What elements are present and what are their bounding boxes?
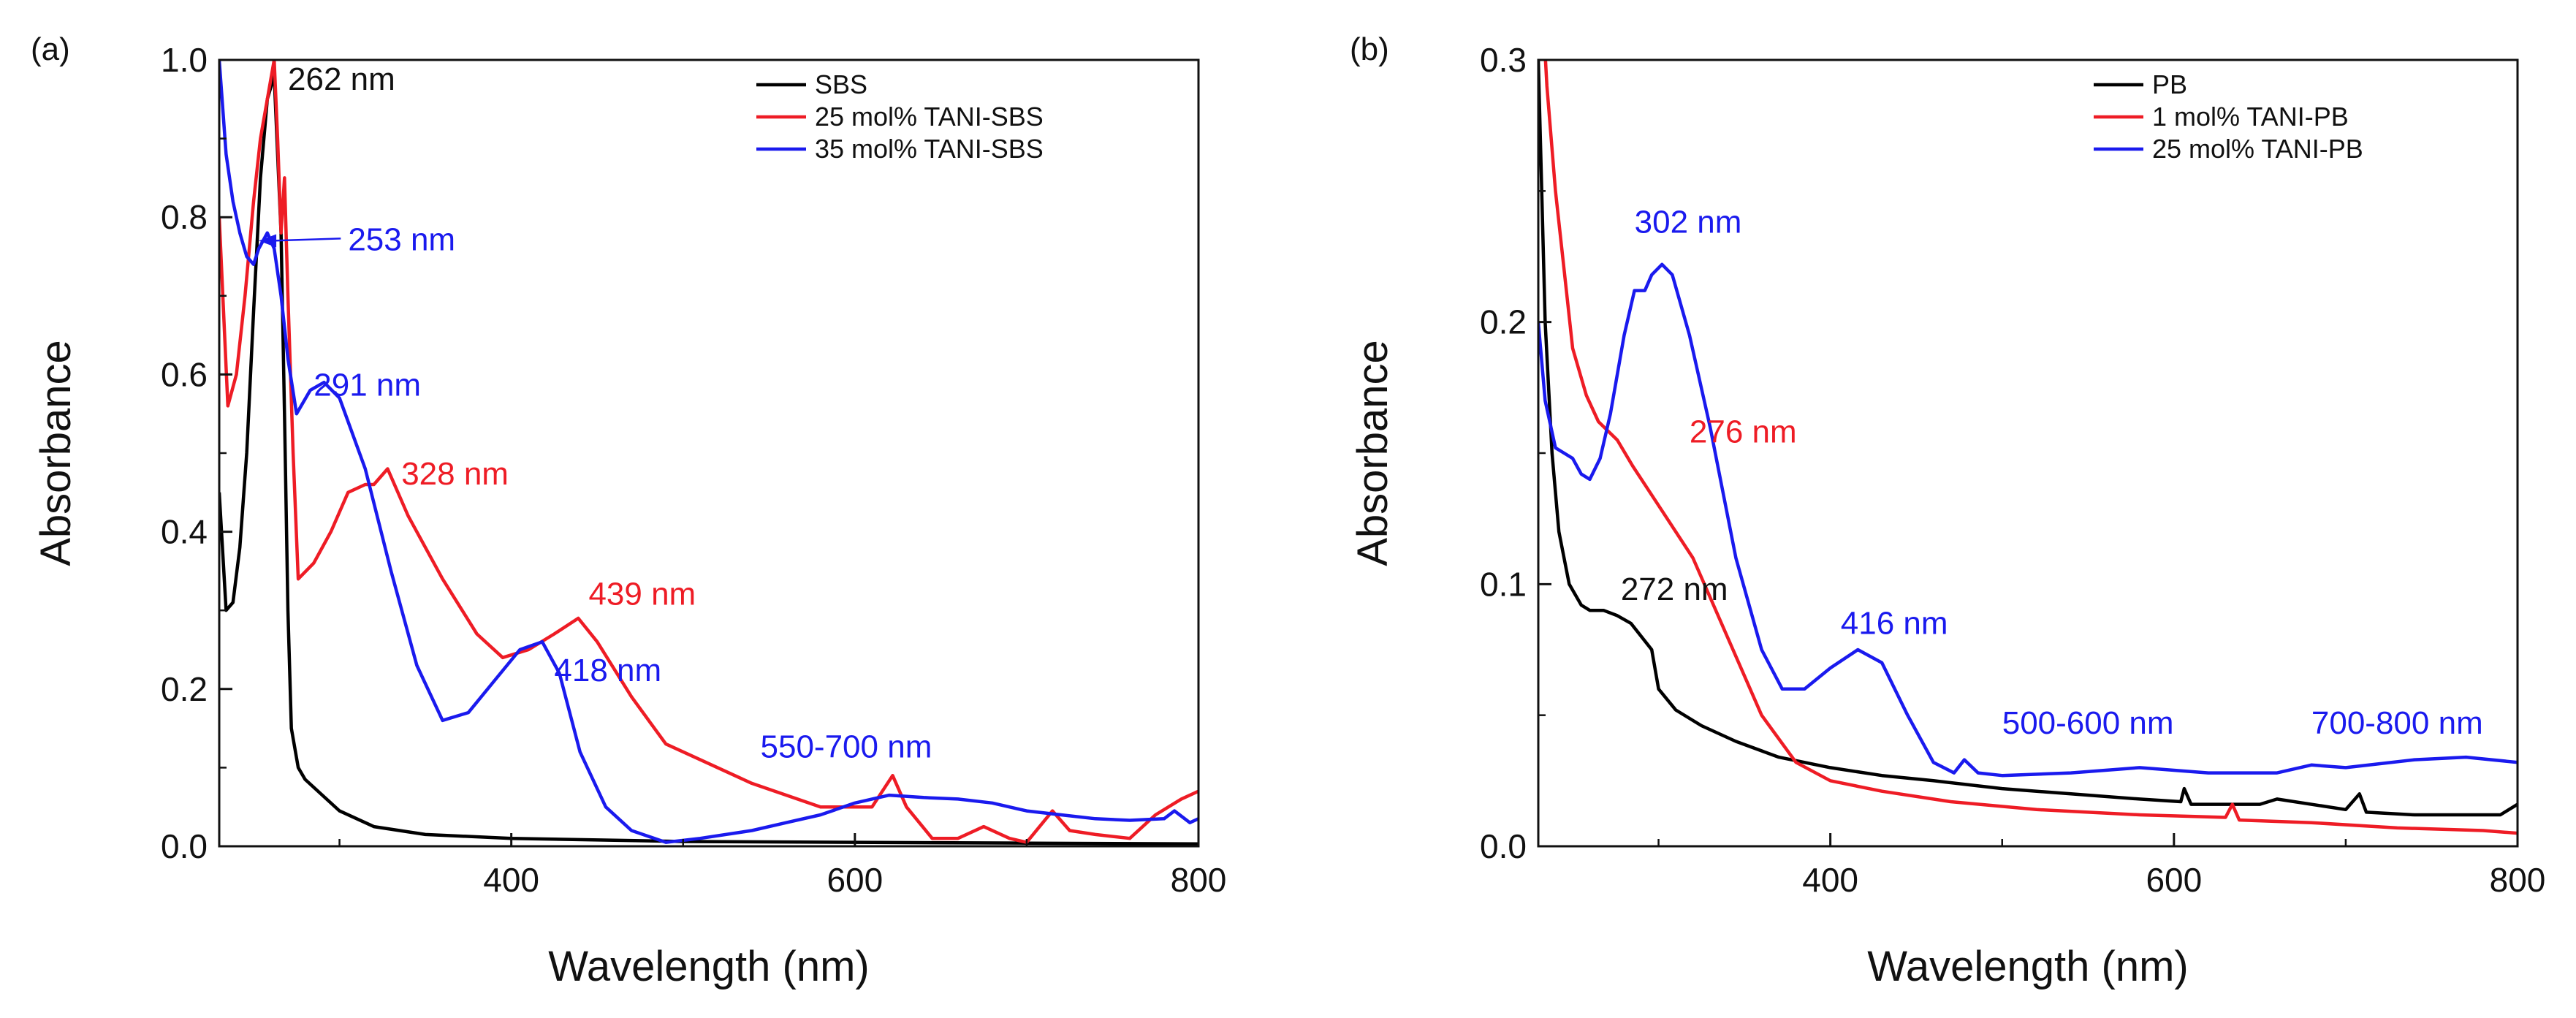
peak-annotation: 700-800 nm — [2311, 705, 2483, 741]
x-tick-label: 400 — [483, 861, 539, 899]
x-tick-label: 800 — [1171, 861, 1227, 899]
series-line-35-mol-tani-sbs — [219, 60, 1198, 844]
panel-label: (b) — [1350, 31, 1389, 67]
y-tick-label: 0.3 — [1480, 41, 1527, 79]
y-tick-label: 0.4 — [161, 513, 208, 551]
chart-panel-b: 400 600 800 0.0 0.1 0.2 0.3 Wavelength (nm) Abso… — [1349, 31, 2546, 990]
peak-annotation: 328 nm — [401, 456, 509, 492]
y-tick-label: 0.8 — [161, 198, 208, 236]
peak-annotation: 418 nm — [554, 653, 661, 688]
legend-entry: 25 mol% TANI-SBS — [815, 102, 1044, 132]
x-tick-label: 400 — [1802, 861, 1858, 899]
peak-annotation: 416 nm — [1841, 605, 1948, 641]
peak-annotation: 276 nm — [1690, 414, 1797, 450]
series-line-sbs — [219, 74, 1198, 846]
peak-annotation: 291 nm — [314, 367, 421, 403]
x-tick-label: 800 — [2490, 861, 2546, 899]
annotation-arrow — [270, 238, 341, 242]
x-tick-label: 600 — [827, 861, 883, 899]
series-line-25-mol-tani-sbs — [219, 60, 1198, 844]
y-tick-label: 1.0 — [161, 41, 208, 79]
peak-annotation: 272 nm — [1621, 571, 1728, 607]
legend-entry: SBS — [815, 69, 867, 99]
panel-label: (a) — [31, 31, 70, 67]
series-line-1-mol-tani-pb — [1543, 60, 2518, 835]
series-line-25-mol-tani-pb — [1538, 262, 2518, 778]
y-tick-label: 0.0 — [161, 827, 208, 865]
y-tick-label: 0.2 — [161, 670, 208, 708]
y-tick-label: 0.0 — [1480, 827, 1527, 865]
legend-entry: 25 mol% TANI-PB — [2152, 134, 2363, 164]
peak-annotation: 500-600 nm — [2002, 705, 2174, 741]
peak-annotation: 550-700 nm — [761, 729, 932, 764]
y-axis-title: Absorbance — [1349, 340, 1397, 566]
legend-entry: 1 mol% TANI-PB — [2152, 102, 2349, 132]
legend-entry: 35 mol% TANI-SBS — [815, 134, 1044, 164]
peak-annotation: 302 nm — [1635, 205, 1742, 240]
y-tick-label: 0.1 — [1480, 565, 1527, 603]
x-axis-title: Wavelength (nm) — [1867, 943, 2188, 990]
legend-entry: PB — [2152, 69, 2187, 99]
x-axis-title: Wavelength (nm) — [548, 943, 869, 990]
chart-panel-a: 400 600 800 0.0 0.2 0.4 0.6 0.8 1.0 Wavelength (n… — [31, 31, 1226, 990]
y-tick-label: 0.6 — [161, 355, 208, 393]
y-tick-label: 0.2 — [1480, 303, 1527, 341]
x-tick-label: 600 — [2146, 861, 2202, 899]
y-axis-title: Absorbance — [32, 340, 80, 566]
peak-annotation: 253 nm — [348, 221, 455, 257]
series-line-pb — [1538, 60, 2518, 817]
annotation-arrowhead — [259, 234, 277, 248]
peak-annotation: 439 nm — [588, 577, 696, 612]
peak-annotation: 262 nm — [288, 61, 395, 97]
plot-frame — [218, 58, 1200, 848]
